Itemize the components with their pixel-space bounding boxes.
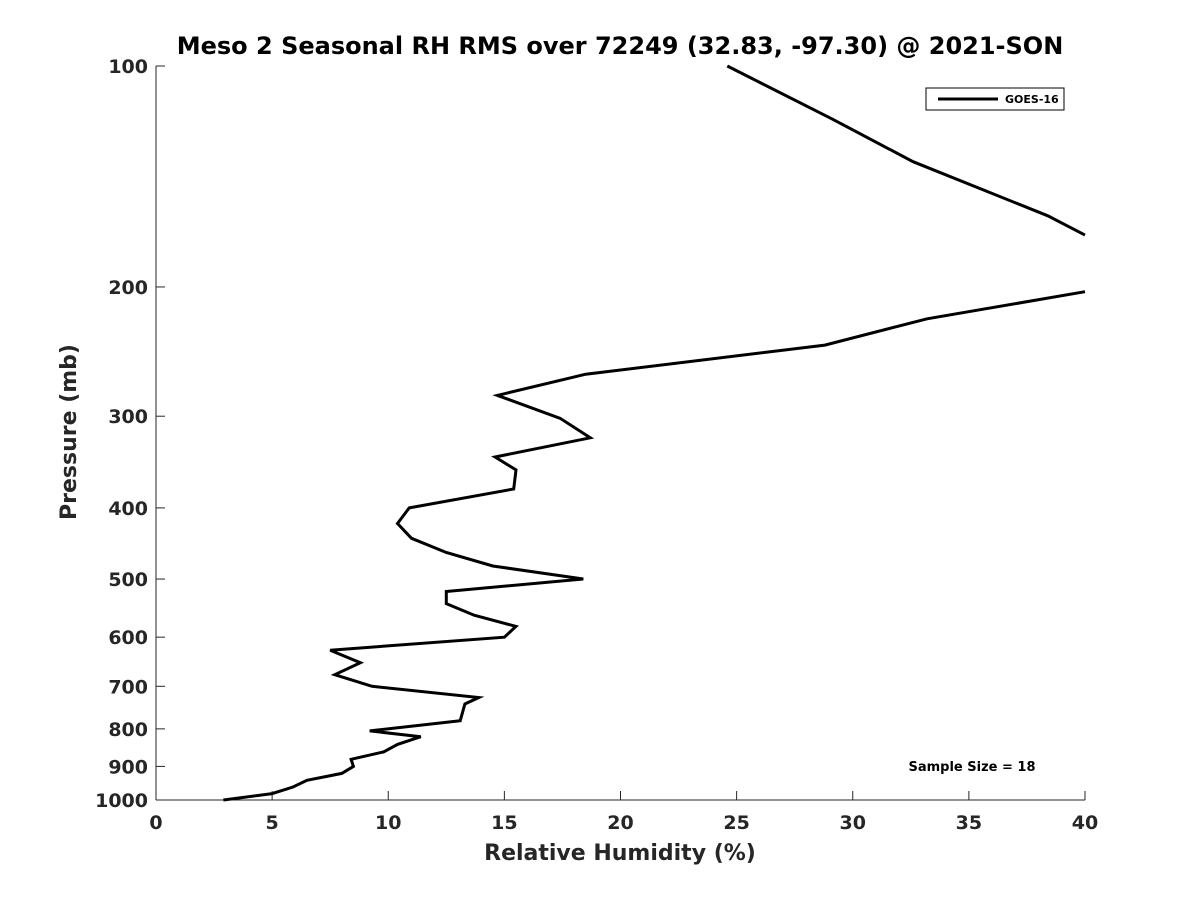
y-axis-label: Pressure (mb): [57, 344, 82, 520]
y-tick-label: 500: [108, 569, 148, 591]
x-tick-label: 10: [375, 812, 401, 834]
y-tick-label: 300: [108, 406, 148, 428]
x-tick-label: 15: [491, 812, 517, 834]
sample-size-annotation: Sample Size = 18: [908, 760, 1035, 775]
x-axis-ticks: 0 5 10 15 20 25 30 35 40: [149, 791, 1098, 834]
x-tick-label: 25: [723, 812, 749, 834]
y-tick-label: 800: [108, 719, 148, 741]
y-tick-label: 1000: [95, 790, 148, 812]
x-tick-label: 5: [266, 812, 279, 834]
x-tick-label: 35: [956, 812, 982, 834]
series-lines: [223, 64, 1086, 802]
y-tick-label: 100: [108, 56, 148, 78]
x-tick-label: 40: [1072, 812, 1098, 834]
x-tick-label: 0: [149, 812, 162, 834]
legend-label: GOES-16: [1005, 93, 1059, 106]
y-axis-ticks: 100 200 300 400 500 600 700 800 900 1000: [95, 56, 165, 812]
y-tick-label: 700: [108, 676, 148, 698]
chart-title: Meso 2 Seasonal RH RMS over 72249 (32.83…: [177, 32, 1064, 60]
x-tick-label: 20: [607, 812, 633, 834]
x-tick-label: 30: [840, 812, 866, 834]
series-line-segment: [726, 64, 1086, 237]
series-line-segment: [223, 290, 1086, 802]
x-axis-label: Relative Humidity (%): [484, 841, 756, 866]
y-tick-label: 600: [108, 627, 148, 649]
y-tick-label: 900: [108, 756, 148, 778]
legend: GOES-16: [925, 87, 1065, 111]
y-tick-label: 400: [108, 498, 148, 520]
y-tick-label: 200: [108, 277, 148, 299]
